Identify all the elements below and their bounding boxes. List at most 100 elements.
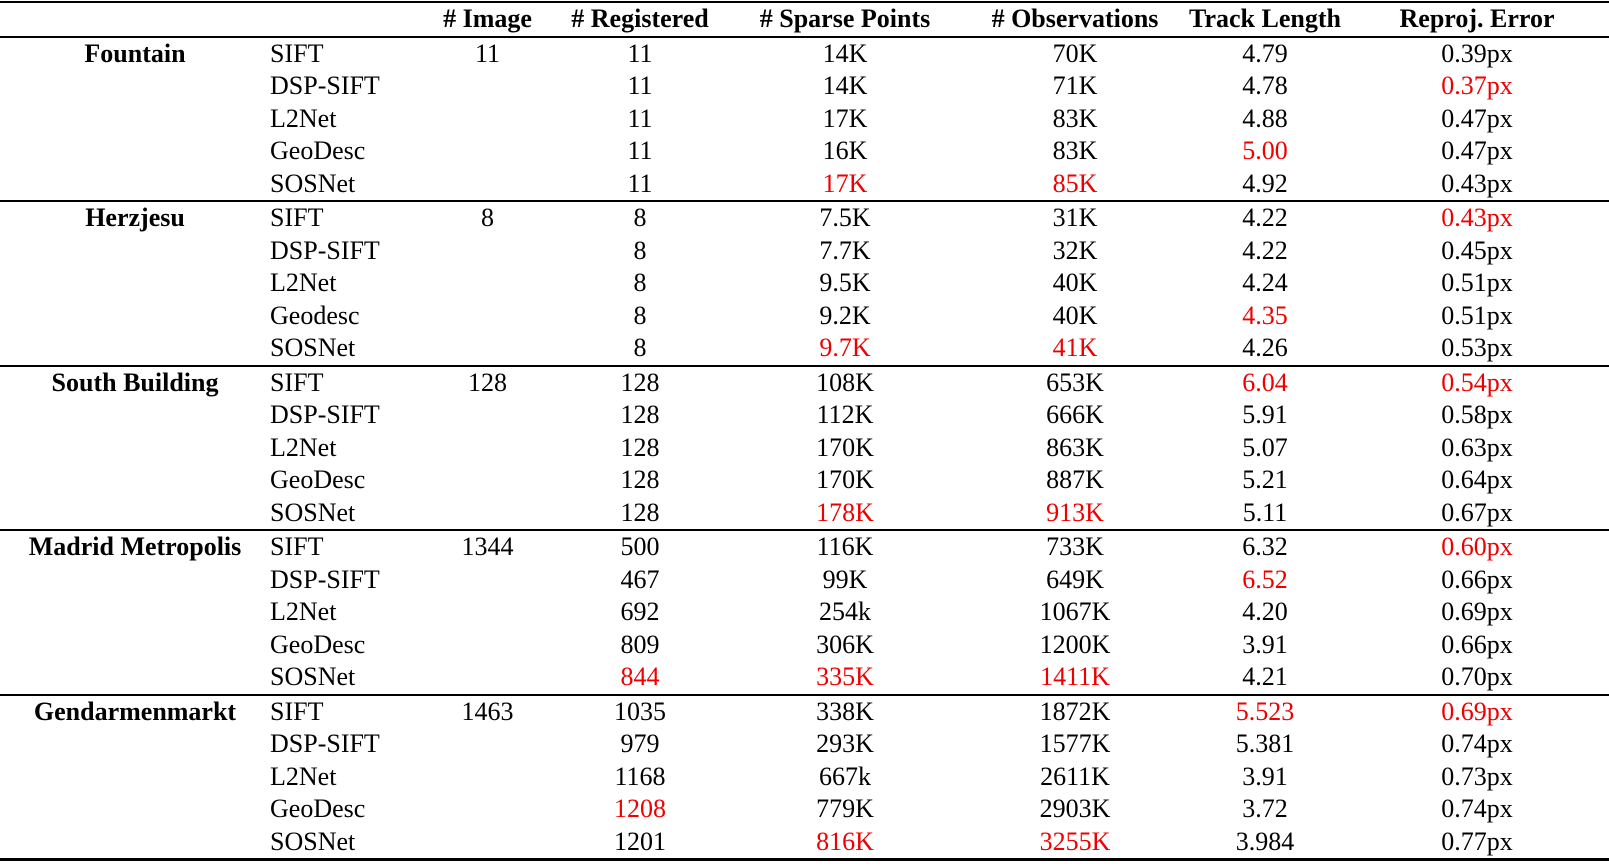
table-row: L2Net 8 9.5K 40K 4.24 0.51px xyxy=(0,267,1609,300)
header-dataset xyxy=(0,2,270,38)
dataset-name: Fountain xyxy=(84,38,186,68)
method-name: SIFT xyxy=(270,529,420,564)
cell-track-length: 6.04 xyxy=(1185,364,1345,399)
table-row: GeoDesc 1208 779K 2903K 3.72 0.74px xyxy=(0,793,1609,826)
cell-reproj-error: 0.43px xyxy=(1441,168,1513,198)
cell-reproj-error: 0.77px xyxy=(1441,826,1513,856)
table-row: GeoDesc 11 16K 83K 5.00 0.47px xyxy=(0,135,1609,168)
cell-sparse-points: 306K xyxy=(816,629,874,659)
cell-observations: 40K xyxy=(1052,268,1098,297)
cell-sparse-points: 338K xyxy=(725,693,965,728)
method-name: DSP-SIFT xyxy=(270,71,380,100)
cell-track-length: 5.523 xyxy=(1185,693,1345,728)
cell-num-images xyxy=(420,235,555,268)
cell-sparse-points: 17K xyxy=(822,168,868,198)
cell-reproj-error: 0.53px xyxy=(1441,333,1513,362)
cell-observations: 653K xyxy=(965,364,1185,399)
cell-track-length: 4.24 xyxy=(1242,268,1288,297)
cell-observations: 1067K xyxy=(1039,597,1111,626)
cell-num-images xyxy=(420,728,555,761)
method-name: DSP-SIFT xyxy=(270,235,380,265)
cell-registered: 809 xyxy=(620,629,660,659)
method-name: Geodesc xyxy=(270,300,360,330)
cell-sparse-points: 14K xyxy=(822,38,868,68)
dataset-name: Madrid Metropolis xyxy=(0,529,270,695)
cell-reproj-error: 0.74px xyxy=(1441,794,1513,823)
cell-registered: 128 xyxy=(620,400,660,429)
cell-num-images xyxy=(420,103,555,136)
cell-track-length: 6.52 xyxy=(1242,564,1288,594)
method-name: SIFT xyxy=(270,200,420,235)
cell-track-length: 3.72 xyxy=(1242,794,1288,823)
table-row: DSP-SIFT 979 293K 1577K 5.381 0.74px xyxy=(0,728,1609,761)
cell-registered: 11 xyxy=(627,136,653,165)
cell-registered: 128 xyxy=(620,497,660,527)
cell-observations: 913K xyxy=(1046,497,1104,527)
cell-num-images: 8 xyxy=(420,200,555,235)
cell-observations: 733K xyxy=(965,529,1185,564)
table-row: L2Net 128 170K 863K 5.07 0.63px xyxy=(0,432,1609,465)
method-name: GeoDesc xyxy=(270,465,366,494)
cell-observations: 2903K xyxy=(1039,794,1111,823)
cell-reproj-error: 0.70px xyxy=(1441,662,1513,691)
dataset-name: Herzjesu xyxy=(0,200,270,366)
cell-sparse-points: 112K xyxy=(816,400,874,429)
header-track-length: Track Length xyxy=(1185,2,1345,38)
table-row: SOSNet 844 335K 1411K 4.21 0.70px xyxy=(0,661,1609,695)
table-row: SOSNet 1201 816K 3255K 3.984 0.77px xyxy=(0,826,1609,860)
cell-track-length: 5.07 xyxy=(1242,432,1288,462)
cell-reproj-error: 0.54px xyxy=(1345,364,1609,399)
cell-track-length: 4.88 xyxy=(1242,103,1288,133)
cell-registered: 11 xyxy=(627,38,653,68)
cell-registered: 8 xyxy=(555,200,725,235)
table-row: L2Net 11 17K 83K 4.88 0.47px xyxy=(0,103,1609,136)
cell-num-images xyxy=(420,168,555,202)
cell-registered: 1035 xyxy=(555,693,725,728)
method-name: DSP-SIFT xyxy=(270,564,380,594)
cell-sparse-points: 7.7K xyxy=(819,235,871,265)
method-name: DSP-SIFT xyxy=(270,729,380,758)
table-row: SOSNet 11 17K 85K 4.92 0.43px xyxy=(0,168,1609,202)
cell-observations: 40K xyxy=(1052,300,1098,330)
cell-num-images xyxy=(420,464,555,497)
method-name: GeoDesc xyxy=(270,136,366,165)
cell-registered: 979 xyxy=(620,729,660,758)
table-row: L2Net 1168 667k 2611K 3.91 0.73px xyxy=(0,761,1609,794)
cell-track-length: 5.21 xyxy=(1242,465,1288,494)
cell-observations: 666K xyxy=(1046,400,1104,429)
cell-reproj-error: 0.66px xyxy=(1441,629,1513,659)
cell-sparse-points: 9.7K xyxy=(819,333,871,362)
cell-num-images xyxy=(420,596,555,629)
method-name: SOSNet xyxy=(270,662,356,691)
method-name: DSP-SIFT xyxy=(270,400,380,429)
table-row: GeoDesc 128 170K 887K 5.21 0.64px xyxy=(0,464,1609,497)
cell-track-length: 4.22 xyxy=(1185,200,1345,235)
header-num-images: # Image xyxy=(420,2,555,38)
table-row: DSP-SIFT 8 7.7K 32K 4.22 0.45px xyxy=(0,235,1609,268)
cell-num-images xyxy=(420,564,555,597)
cell-observations: 83K xyxy=(1052,136,1098,165)
table-row: SOSNet 8 9.7K 41K 4.26 0.53px xyxy=(0,332,1609,366)
cell-sparse-points: 17K xyxy=(822,103,868,133)
cell-observations: 3255K xyxy=(1039,826,1111,856)
cell-sparse-points: 178K xyxy=(816,497,874,527)
cell-observations: 863K xyxy=(1046,432,1104,462)
cell-track-length: 4.79 xyxy=(1242,38,1288,68)
cell-track-length: 3.91 xyxy=(1242,761,1288,791)
cell-sparse-points: 170K xyxy=(816,432,874,462)
cell-sparse-points: 816K xyxy=(816,826,874,856)
cell-num-images xyxy=(420,761,555,794)
cell-sparse-points: 254k xyxy=(819,597,871,626)
cell-observations: 32K xyxy=(1052,235,1098,265)
cell-registered: 692 xyxy=(620,597,660,626)
cell-observations: 887K xyxy=(1046,465,1104,494)
cell-num-images xyxy=(420,135,555,168)
cell-observations: 649K xyxy=(1046,564,1104,594)
cell-reproj-error: 0.45px xyxy=(1441,235,1513,265)
method-name: L2Net xyxy=(270,103,337,133)
cell-num-images xyxy=(420,300,555,333)
cell-observations: 85K xyxy=(1052,168,1098,198)
cell-reproj-error: 0.58px xyxy=(1441,400,1513,429)
method-name: SOSNet xyxy=(270,497,356,527)
cell-track-length: 5.91 xyxy=(1242,400,1288,429)
